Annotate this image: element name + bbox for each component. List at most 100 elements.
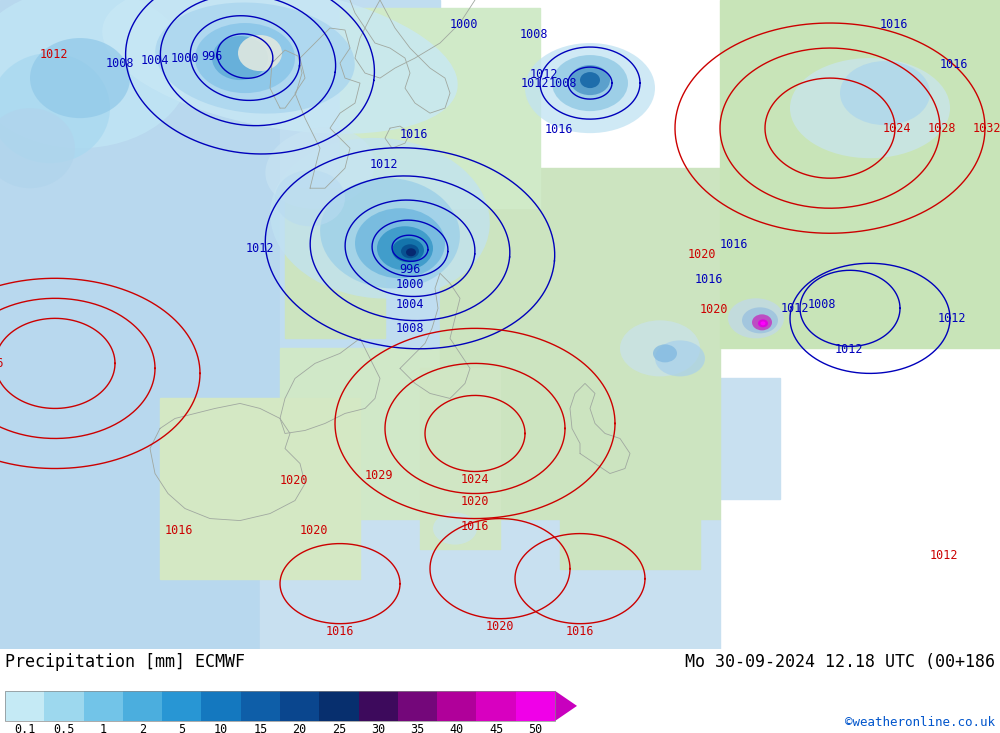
Text: 1008: 1008 (396, 322, 424, 335)
Bar (280, 0, 440, 348)
Text: 1016: 1016 (400, 128, 428, 141)
Text: 1016: 1016 (461, 520, 489, 533)
Text: 1012: 1012 (938, 312, 966, 325)
Bar (437, 690, 476, 721)
Text: 996: 996 (399, 263, 421, 276)
Text: 1029: 1029 (365, 468, 394, 482)
Bar (660, 378, 780, 498)
Text: 1012: 1012 (246, 242, 274, 255)
Bar (0, 0, 280, 649)
Bar (516, 690, 555, 721)
Text: 1: 1 (100, 723, 107, 733)
Text: 1016: 1016 (165, 523, 194, 537)
Ellipse shape (525, 43, 655, 133)
Text: 1000: 1000 (450, 18, 479, 31)
Text: 1008: 1008 (549, 76, 577, 89)
Ellipse shape (275, 170, 345, 226)
Text: 1016: 1016 (695, 273, 724, 287)
Ellipse shape (742, 307, 778, 334)
Bar (440, 168, 720, 518)
Ellipse shape (320, 178, 460, 289)
Text: 30: 30 (371, 723, 385, 733)
Text: 1000: 1000 (171, 51, 199, 65)
Text: 10: 10 (214, 723, 228, 733)
Text: 1004: 1004 (396, 298, 424, 311)
Text: 1000: 1000 (396, 278, 424, 291)
Bar (162, 690, 201, 721)
Bar (398, 690, 437, 721)
Text: 35: 35 (410, 723, 425, 733)
Bar (476, 690, 516, 721)
Text: 15: 15 (253, 723, 267, 733)
Bar (260, 518, 720, 649)
Ellipse shape (758, 320, 768, 328)
Polygon shape (555, 690, 577, 721)
Bar (44, 690, 84, 721)
Ellipse shape (752, 314, 772, 331)
Bar (720, 0, 1000, 348)
Text: 1008: 1008 (520, 28, 548, 41)
Text: 1016: 1016 (566, 625, 594, 638)
Text: 1012: 1012 (370, 158, 398, 172)
Text: 1004: 1004 (141, 54, 169, 67)
Text: 40: 40 (450, 723, 464, 733)
Text: 50: 50 (528, 723, 542, 733)
Ellipse shape (401, 244, 419, 258)
Ellipse shape (620, 320, 700, 377)
Ellipse shape (433, 512, 477, 545)
Text: 1012: 1012 (781, 302, 809, 315)
Bar (420, 369, 500, 548)
Ellipse shape (0, 0, 190, 148)
Text: 20: 20 (293, 723, 307, 733)
Ellipse shape (552, 55, 628, 111)
Text: 996: 996 (201, 50, 223, 62)
Text: 1024: 1024 (883, 122, 911, 135)
Text: 1012: 1012 (40, 48, 68, 61)
Text: 5: 5 (178, 723, 185, 733)
Text: 1008: 1008 (106, 56, 134, 70)
Text: 1016: 1016 (940, 58, 968, 71)
Text: 1012: 1012 (530, 68, 558, 81)
Ellipse shape (195, 23, 295, 93)
Text: 1008: 1008 (808, 298, 836, 312)
Text: 1016: 1016 (326, 625, 354, 638)
Text: 0.1: 0.1 (14, 723, 35, 733)
Ellipse shape (840, 61, 930, 125)
Ellipse shape (655, 340, 705, 377)
Bar (241, 690, 280, 721)
Ellipse shape (238, 35, 282, 71)
Text: 1016: 1016 (720, 238, 748, 251)
Text: 1028: 1028 (928, 122, 956, 135)
Bar (280, 348, 440, 518)
Ellipse shape (355, 208, 445, 279)
Bar (359, 690, 398, 721)
Ellipse shape (406, 248, 416, 257)
Text: 1020: 1020 (461, 495, 489, 508)
Bar (5, 690, 555, 721)
Ellipse shape (30, 38, 130, 118)
Bar (280, 690, 319, 721)
Text: 1012: 1012 (930, 548, 958, 561)
Text: 1016: 1016 (0, 357, 4, 370)
Ellipse shape (265, 128, 375, 209)
Text: Precipitation [mm] ECMWF: Precipitation [mm] ECMWF (5, 652, 245, 671)
Ellipse shape (790, 58, 950, 158)
Text: 1012: 1012 (835, 343, 864, 356)
Ellipse shape (653, 345, 677, 362)
Ellipse shape (761, 321, 766, 325)
Ellipse shape (392, 238, 424, 262)
Bar (160, 399, 360, 578)
Bar (560, 369, 700, 569)
Bar (201, 690, 241, 721)
Text: 2: 2 (139, 723, 146, 733)
Text: ©weatheronline.co.uk: ©weatheronline.co.uk (845, 716, 995, 729)
Ellipse shape (270, 138, 490, 298)
Bar (84, 690, 123, 721)
Bar (340, 8, 540, 208)
Ellipse shape (102, 0, 458, 134)
Ellipse shape (0, 108, 75, 188)
Text: 0.5: 0.5 (53, 723, 75, 733)
Ellipse shape (377, 226, 433, 270)
Bar (285, 188, 385, 339)
Ellipse shape (212, 36, 268, 80)
